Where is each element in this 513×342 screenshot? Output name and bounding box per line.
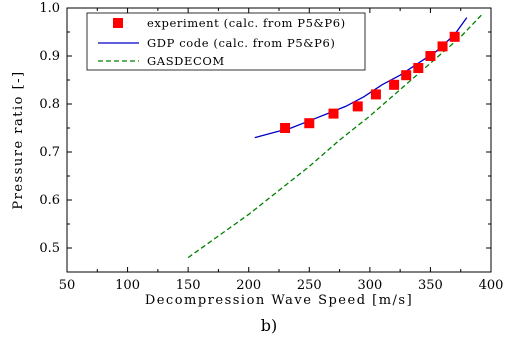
- y-tick-label: 0.9: [39, 49, 60, 64]
- data-series: [187, 14, 482, 259]
- panel-label: b): [261, 316, 277, 335]
- x-tick-label: 300: [357, 278, 382, 293]
- experiment-point: [370, 89, 381, 100]
- experiment-point: [425, 51, 436, 61]
- legend-marker-experiment: [113, 18, 123, 28]
- legend-label-gdp: GDP code (calc. from P5&P6): [147, 36, 335, 50]
- y-tick-label: 0.8: [39, 97, 60, 112]
- experiment-point: [449, 31, 460, 42]
- x-axis-label: Decompression Wave Speed [m/s]: [145, 293, 413, 308]
- axis-ticks: 50 100 150 200 250 300 350 400 0.5 0.6 0.7 0.8 0.9 1.…: [39, 1, 503, 293]
- y-tick-label: 1.0: [39, 1, 60, 16]
- x-tick-label: 50: [59, 278, 76, 293]
- x-tick-label: 150: [176, 278, 201, 293]
- x-tick-label: 400: [479, 278, 504, 293]
- legend-label-experiment: experiment (calc. from P5&P6): [147, 16, 346, 30]
- y-tick-label: 0.6: [39, 193, 60, 208]
- series-line-gasdecom: [187, 14, 482, 259]
- experiment-point: [389, 79, 400, 90]
- series-line-gdp: [254, 17, 468, 139]
- x-tick-label: 250: [297, 278, 322, 293]
- x-tick-label: 350: [418, 278, 443, 293]
- y-axis-label: Pressure ratio [-]: [11, 70, 26, 209]
- y-tick-label: 0.5: [39, 241, 60, 256]
- y-tick-label: 0.7: [39, 145, 60, 160]
- x-tick-label: 100: [115, 278, 140, 293]
- experiment-point: [280, 123, 291, 133]
- experiment-point: [413, 63, 424, 73]
- legend-label-gasdecom: GASDECOM: [147, 54, 225, 68]
- x-tick-label: 200: [236, 278, 261, 293]
- legend: experiment (calc. from P5&P6) GDP code (…: [86, 12, 366, 71]
- experiment-point: [437, 41, 448, 52]
- experiment-point: [352, 101, 363, 112]
- experiment-point: [304, 118, 315, 129]
- experiment-point: [401, 70, 412, 81]
- experiment-point: [328, 108, 339, 119]
